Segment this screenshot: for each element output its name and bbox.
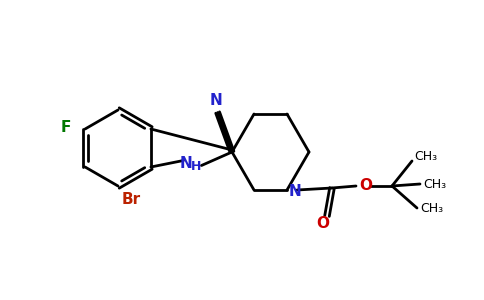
Text: Br: Br (122, 193, 141, 208)
Text: H: H (191, 160, 202, 173)
Text: O: O (359, 178, 372, 194)
Text: N: N (289, 184, 302, 200)
Text: N: N (180, 156, 193, 171)
Text: CH₃: CH₃ (420, 202, 443, 214)
Text: O: O (317, 217, 330, 232)
Text: CH₃: CH₃ (423, 178, 446, 190)
Text: CH₃: CH₃ (414, 151, 437, 164)
Text: N: N (209, 93, 222, 108)
Text: F: F (60, 119, 71, 134)
